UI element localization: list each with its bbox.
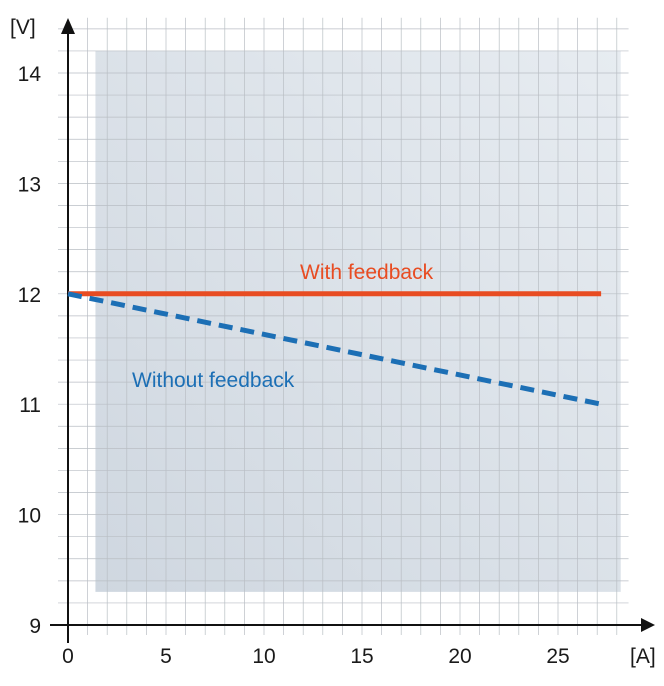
x-axis-unit-label: [A] xyxy=(630,645,656,668)
x-tick-label: 10 xyxy=(252,645,275,668)
axes xyxy=(50,18,655,643)
x-tick-label: 5 xyxy=(160,645,172,668)
y-tick-label: 12 xyxy=(18,284,41,307)
y-tick-label: 11 xyxy=(19,394,41,417)
series-label-without-feedback: Without feedback xyxy=(132,369,295,392)
y-tick-label: 10 xyxy=(18,505,41,528)
x-tick-label: 0 xyxy=(62,645,74,668)
x-tick-label: 15 xyxy=(350,645,373,668)
series-line-without-feedback xyxy=(67,291,602,407)
y-tick-label: 9 xyxy=(29,615,41,638)
shaded-region xyxy=(95,50,621,592)
series-group xyxy=(67,291,602,407)
x-axis-arrow xyxy=(641,618,655,632)
y-tick-label: 13 xyxy=(18,173,41,196)
y-tick-label: 14 xyxy=(18,63,42,86)
tick-labels: 0 5 10 15 20 25 9 10 11 12 13 14 xyxy=(18,63,570,668)
x-tick-label: 25 xyxy=(546,645,569,668)
y-axis-arrow xyxy=(61,18,75,34)
x-tick-label: 20 xyxy=(448,645,471,668)
series-label-with-feedback: With feedback xyxy=(300,261,434,284)
grid xyxy=(58,17,629,635)
y-axis-unit-label: [V] xyxy=(10,16,36,39)
